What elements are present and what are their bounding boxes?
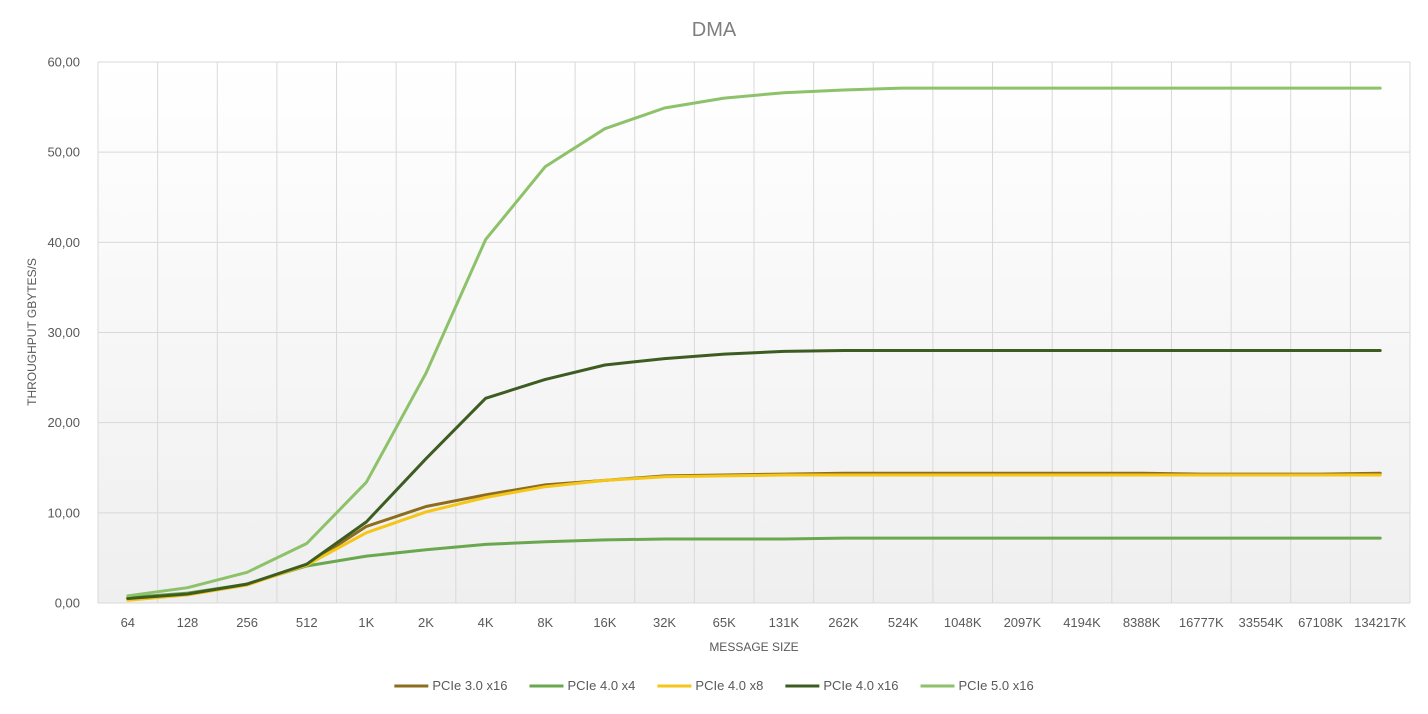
y-tick-label: 60,00 [47,55,80,70]
x-tick-label: 512 [296,615,318,630]
x-tick-label: 8388K [1123,615,1161,630]
x-tick-label: 33554K [1238,615,1283,630]
x-tick-label: 4194K [1063,615,1101,630]
gridlines [97,61,1411,604]
series-line-2 [126,473,1382,602]
x-tick-label: 32K [653,615,676,630]
x-tick-label: 1048K [944,615,982,630]
x-axis-label: MESSAGE SIZE [709,640,798,654]
x-tick-label: 262K [828,615,859,630]
series-line-3 [126,349,1382,600]
x-tick-label: 65K [713,615,736,630]
x-tick-label: 67108K [1298,615,1343,630]
legend: PCIe 3.0 x16 PCIe 4.0 x4 PCIe 4.0 x8 PCIe 4… [394,678,1034,693]
x-tick-label: 2K [418,615,434,630]
y-tick-label: 10,00 [47,505,80,520]
x-tick-label: 131K [769,615,800,630]
y-tick-label: 0,00 [55,596,80,611]
x-tick-label: 524K [888,615,919,630]
tick-labels: 0,00 10,00 20,00 30,00 40,00 50,00 60,00 64 128 2… [47,55,1406,631]
y-axis-label: THROUGHPUT GBYTES/S [25,258,39,406]
series-line-1 [126,536,1382,600]
x-tick-label: 2097K [1004,615,1042,630]
y-tick-label: 50,00 [47,145,80,160]
legend-label: PCIe 5.0 x16 [959,678,1034,693]
legend-label: PCIe 4.0 x16 [823,678,898,693]
x-tick-label: 8K [537,615,553,630]
x-tick-label: 1K [358,615,374,630]
x-tick-label: 4K [478,615,494,630]
y-tick-label: 30,00 [47,325,80,340]
x-tick-label: 16K [593,615,616,630]
x-tick-label: 128 [177,615,199,630]
legend-label: PCIe 4.0 x4 [567,678,635,693]
x-tick-label: 256 [236,615,258,630]
x-tick-label: 134217K [1354,615,1406,630]
y-tick-label: 20,00 [47,415,80,430]
legend-label: PCIe 4.0 x8 [695,678,763,693]
series-lines [126,86,1382,602]
x-tick-label: 16777K [1179,615,1224,630]
series-line-4 [126,86,1382,598]
x-tick-label: 64 [121,615,135,630]
y-tick-label: 40,00 [47,235,80,250]
legend-label: PCIe 3.0 x16 [432,678,507,693]
chart-title: DMA [692,19,737,41]
